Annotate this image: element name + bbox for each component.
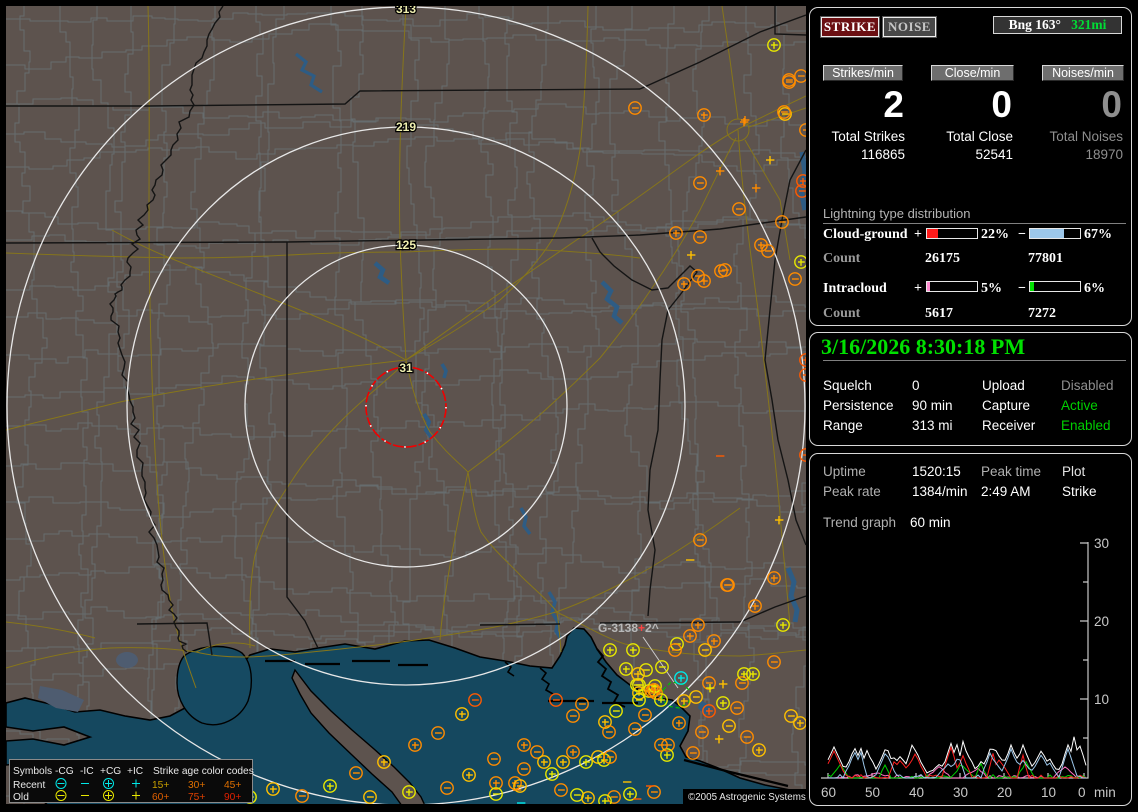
svg-text:0: 0 bbox=[1078, 785, 1086, 800]
svg-text:10: 10 bbox=[1041, 785, 1056, 800]
svg-text:G-3138+2^: G-3138+2^ bbox=[598, 621, 659, 635]
svg-text:©2005 Astrogenic Systems: ©2005 Astrogenic Systems bbox=[688, 792, 806, 803]
svg-text:313: 313 bbox=[396, 2, 416, 16]
svg-text:-CG: -CG bbox=[55, 766, 74, 777]
svg-text:40: 40 bbox=[909, 785, 924, 800]
svg-text:30: 30 bbox=[953, 785, 968, 800]
svg-text:+IC: +IC bbox=[127, 766, 143, 777]
svg-text:75+: 75+ bbox=[188, 792, 205, 803]
svg-text:min: min bbox=[1094, 785, 1116, 800]
svg-text:45+: 45+ bbox=[224, 780, 241, 791]
svg-text:Strike age color codes: Strike age color codes bbox=[153, 766, 254, 777]
svg-text:90+: 90+ bbox=[224, 792, 241, 803]
svg-text:60: 60 bbox=[821, 785, 836, 800]
svg-text:30: 30 bbox=[1094, 536, 1109, 551]
svg-text:10: 10 bbox=[1094, 692, 1109, 707]
svg-text:-IC: -IC bbox=[80, 766, 94, 777]
svg-text:125: 125 bbox=[396, 238, 416, 252]
svg-text:219: 219 bbox=[396, 120, 416, 134]
svg-text:31: 31 bbox=[399, 361, 413, 375]
svg-text:30+: 30+ bbox=[188, 780, 205, 791]
svg-text:+CG: +CG bbox=[100, 766, 121, 777]
svg-text:20: 20 bbox=[997, 785, 1012, 800]
svg-text:15+: 15+ bbox=[152, 780, 169, 791]
svg-text:20: 20 bbox=[1094, 614, 1109, 629]
svg-text:50: 50 bbox=[865, 785, 880, 800]
svg-text:Recent: Recent bbox=[13, 780, 45, 791]
svg-text:60+: 60+ bbox=[152, 792, 169, 803]
svg-text:Symbols: Symbols bbox=[13, 766, 52, 777]
svg-text:Old: Old bbox=[13, 792, 29, 803]
